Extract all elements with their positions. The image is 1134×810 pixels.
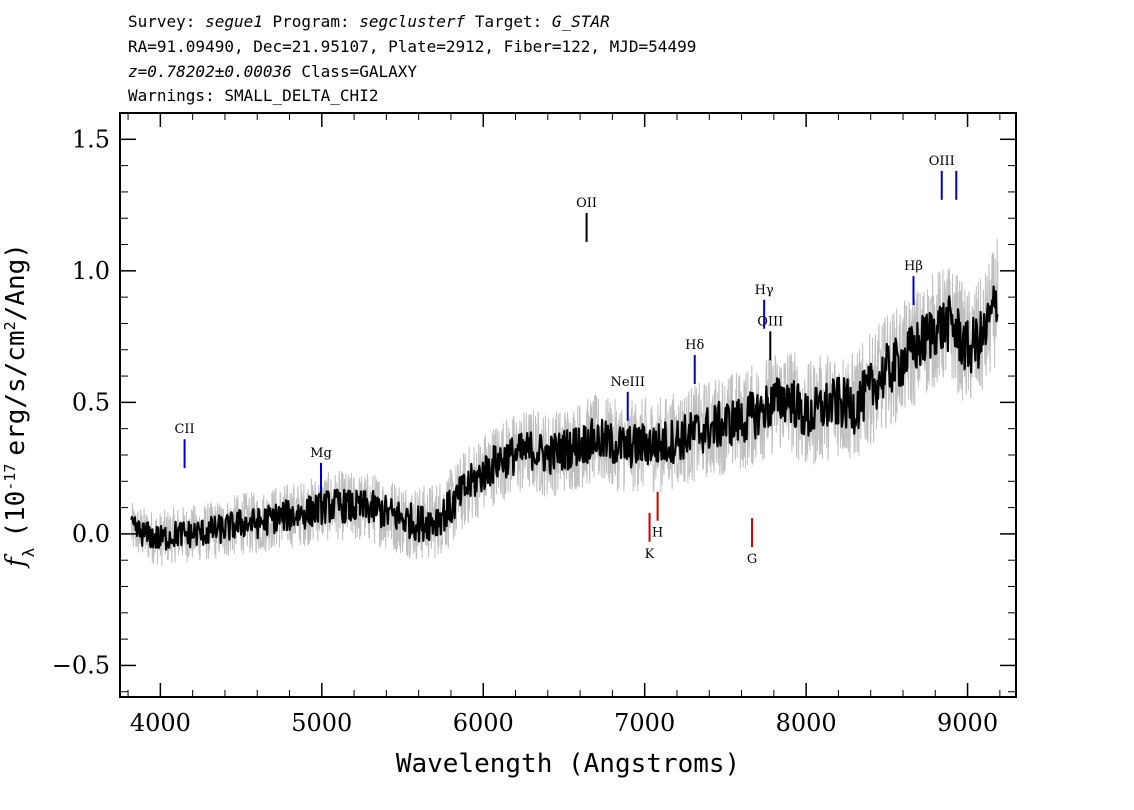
header-line-4: Warnings: SMALL_DELTA_CHI2 — [128, 86, 379, 105]
line-marker-label-12: G — [747, 552, 757, 567]
line-markers-layer: CII Mg OII NeIII Hδ Hγ OIII Hβ OIII KH G — [174, 154, 958, 567]
line-marker-label-10: K — [645, 547, 655, 562]
survey-label: Survey: — [128, 12, 196, 31]
program-value: segclusterf — [359, 12, 466, 31]
y-axis-title-end: /Ang) — [1, 243, 31, 321]
line-marker-label-5: Hγ — [755, 283, 774, 298]
line-marker-label-3: NeIII — [610, 375, 644, 390]
y-tick-label-4: 1.5 — [72, 125, 110, 153]
x-tick-label-0: 4000 — [130, 709, 191, 737]
y-axis-title-lambda: λ — [19, 547, 38, 557]
class-value: Class=GALAXY — [301, 62, 417, 81]
x-tick-label-5: 9000 — [937, 709, 998, 737]
x-tick-label-2: 6000 — [453, 709, 514, 737]
line-marker-label-2: OII — [576, 196, 597, 211]
header-line-3: z=0.78202±0.00036 Class=GALAXY — [128, 62, 417, 82]
y-axis-title-exp: -17 — [1, 464, 19, 491]
y-axis-title-tail: erg/s/cm — [1, 330, 31, 455]
line-marker-label-7: Hβ — [904, 259, 923, 274]
x-tick-label-1: 5000 — [291, 709, 352, 737]
line-marker-label-8: OIII — [929, 154, 955, 169]
y-axis-title-exp2: 2 — [1, 321, 19, 330]
smoothed-spectrum-layer — [130, 285, 999, 551]
smoothed-spectrum-line — [130, 285, 999, 551]
y-tick-label-1: 0.0 — [72, 520, 110, 548]
y-tick-label-2: 0.5 — [72, 388, 110, 416]
plot-frame — [119, 112, 1017, 698]
survey-value: segue1 — [205, 12, 263, 31]
y-axis-title-units: (10 — [1, 491, 31, 538]
program-label: Program: — [272, 12, 350, 31]
redshift-value: z=0.78202±0.00036 — [128, 62, 292, 81]
y-axis-title: fλ(10-17erg/s/cm2/Ang) — [1, 243, 38, 569]
target-label: Target: — [474, 12, 543, 31]
y-tick-label-3: 1.0 — [72, 257, 110, 285]
line-marker-label-1: Mg — [310, 446, 332, 461]
line-marker-label-6: OIII — [757, 314, 783, 329]
header-line-2: RA=91.09490, Dec=21.95107, Plate=2912, F… — [128, 37, 697, 56]
raw-spectrum-line — [130, 238, 999, 566]
line-marker-label-0: CII — [174, 422, 194, 437]
x-axis-title: Wavelength (Angstroms) — [396, 749, 740, 779]
axis-ticks-layer: 4000 5000 6000 7000 8000 9000 −0.5 0.0 0.5 1.0 1.5 — [52, 113, 1016, 737]
line-marker-label-11: H — [652, 526, 663, 541]
target-value: G_STAR — [551, 12, 610, 31]
line-marker-label-4: Hδ — [685, 338, 704, 353]
y-tick-label-0: −0.5 — [52, 651, 110, 679]
x-tick-label-3: 7000 — [614, 709, 675, 737]
raw-spectrum-layer — [130, 238, 999, 566]
header-line-1: Survey: segue1 Program: segclusterf Targ… — [128, 12, 610, 32]
x-tick-label-4: 8000 — [776, 709, 837, 737]
